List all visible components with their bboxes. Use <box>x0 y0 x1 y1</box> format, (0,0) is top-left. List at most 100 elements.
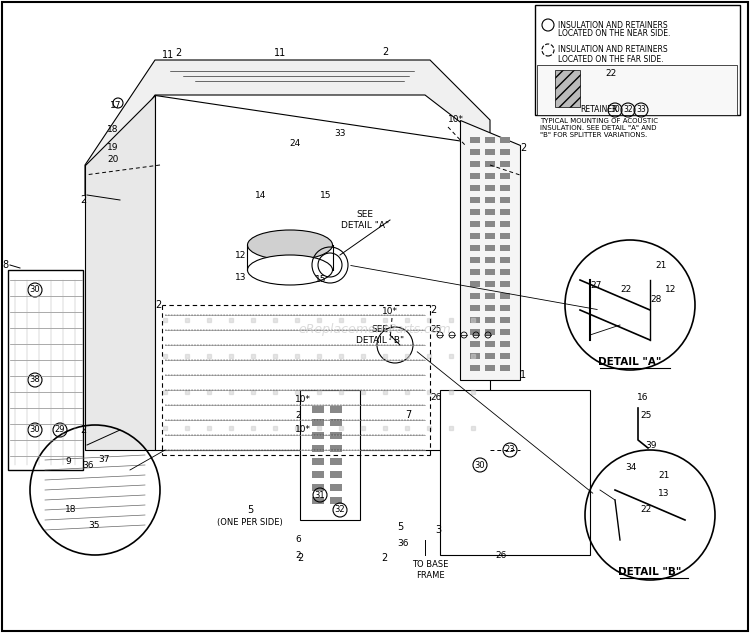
Text: 34: 34 <box>625 463 636 472</box>
Bar <box>485 185 495 191</box>
Text: 35: 35 <box>88 520 100 529</box>
Text: 5: 5 <box>397 522 404 532</box>
Bar <box>470 341 480 347</box>
Bar <box>312 484 324 491</box>
Bar <box>500 329 510 335</box>
Text: INSULATION. SEE DETAIL "A" AND: INSULATION. SEE DETAIL "A" AND <box>540 125 656 131</box>
Text: 13: 13 <box>658 489 670 498</box>
Bar <box>485 173 495 179</box>
Bar <box>485 197 495 203</box>
Text: 18: 18 <box>65 506 76 515</box>
Text: 15: 15 <box>320 191 332 199</box>
Text: 2: 2 <box>295 551 301 560</box>
Ellipse shape <box>248 255 332 285</box>
Bar <box>470 173 480 179</box>
Text: 2: 2 <box>175 48 181 58</box>
Bar <box>470 353 480 359</box>
Text: TO BASE
FRAME: TO BASE FRAME <box>412 560 448 580</box>
Text: 2: 2 <box>430 305 436 315</box>
Text: DETAIL "A": DETAIL "A" <box>598 357 662 367</box>
Text: 24: 24 <box>290 139 301 147</box>
Bar <box>485 137 495 143</box>
Bar <box>312 406 324 413</box>
Text: 20: 20 <box>107 156 118 165</box>
Text: 12: 12 <box>235 251 246 260</box>
Bar <box>330 406 342 413</box>
Bar <box>330 432 342 439</box>
Bar <box>500 197 510 203</box>
Text: 10*: 10* <box>295 396 311 404</box>
Text: 12: 12 <box>665 285 676 294</box>
Text: 22: 22 <box>620 285 632 294</box>
Text: 25: 25 <box>430 325 441 334</box>
Text: 2: 2 <box>80 195 86 205</box>
Text: 2: 2 <box>295 410 301 420</box>
Polygon shape <box>300 390 360 520</box>
Text: 26: 26 <box>495 551 506 560</box>
Bar <box>470 257 480 263</box>
Bar <box>470 329 480 335</box>
Bar <box>485 317 495 323</box>
Polygon shape <box>85 60 490 195</box>
Bar <box>470 221 480 227</box>
Bar <box>500 341 510 347</box>
Text: 30: 30 <box>30 425 40 434</box>
Bar <box>470 269 480 275</box>
FancyBboxPatch shape <box>535 5 740 115</box>
Text: INSULATION AND RETAINERS: INSULATION AND RETAINERS <box>558 20 668 30</box>
Text: DETAIL "B": DETAIL "B" <box>618 567 682 577</box>
Bar <box>500 365 510 371</box>
Bar <box>312 471 324 478</box>
Text: 11: 11 <box>274 48 286 58</box>
Bar <box>312 458 324 465</box>
Bar <box>485 341 495 347</box>
Text: 19: 19 <box>107 144 118 153</box>
Bar <box>330 419 342 426</box>
Bar <box>500 209 510 215</box>
Bar <box>485 161 495 167</box>
Text: 8: 8 <box>2 260 8 270</box>
Text: 18: 18 <box>107 125 118 134</box>
Bar <box>470 245 480 251</box>
Text: 26: 26 <box>430 394 441 403</box>
Bar <box>470 365 480 371</box>
Bar <box>485 365 495 371</box>
Text: LOCATED ON THE NEAR SIDE.: LOCATED ON THE NEAR SIDE. <box>558 30 670 39</box>
Text: 16: 16 <box>637 394 649 403</box>
Bar <box>500 269 510 275</box>
Bar <box>470 233 480 239</box>
Bar <box>485 269 495 275</box>
Bar <box>500 185 510 191</box>
Bar <box>485 281 495 287</box>
Text: 9: 9 <box>65 458 70 467</box>
Text: 27: 27 <box>590 280 602 289</box>
Text: 31: 31 <box>315 491 326 499</box>
Polygon shape <box>440 390 590 555</box>
Bar <box>485 245 495 251</box>
Polygon shape <box>460 120 520 380</box>
Text: 38: 38 <box>30 375 40 384</box>
Text: 30: 30 <box>610 106 620 115</box>
Bar <box>500 257 510 263</box>
Text: 36: 36 <box>82 460 94 470</box>
Ellipse shape <box>248 230 332 260</box>
Text: 22: 22 <box>605 68 616 77</box>
Bar <box>470 317 480 323</box>
Bar <box>330 445 342 452</box>
Bar <box>485 209 495 215</box>
Text: INSULATION AND RETAINERS: INSULATION AND RETAINERS <box>558 46 668 54</box>
Bar <box>485 329 495 335</box>
Text: 33: 33 <box>636 106 646 115</box>
Text: 33: 33 <box>334 128 346 137</box>
Bar <box>330 484 342 491</box>
Text: TYPICAL MOUNTING OF ACOUSTIC: TYPICAL MOUNTING OF ACOUSTIC <box>540 118 658 124</box>
Text: 15: 15 <box>315 275 326 284</box>
Text: SEE
DETAIL "A": SEE DETAIL "A" <box>341 210 389 230</box>
Text: 2: 2 <box>381 553 387 563</box>
Text: 22: 22 <box>640 506 651 515</box>
Bar <box>485 149 495 155</box>
Text: 30: 30 <box>475 460 485 470</box>
Bar <box>500 305 510 311</box>
Text: 30: 30 <box>30 285 40 294</box>
Text: 10*: 10* <box>382 308 398 316</box>
